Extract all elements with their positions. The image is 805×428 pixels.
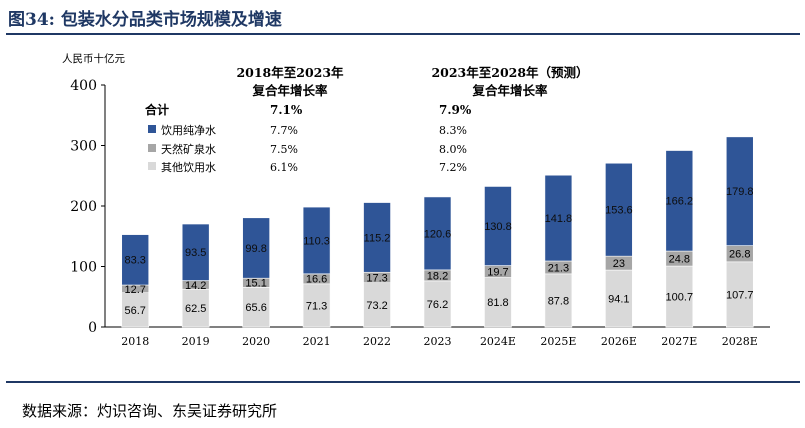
bar-segment <box>181 288 210 328</box>
x-tick-label: 2024E <box>480 335 516 348</box>
data-label: 76.2 <box>427 299 448 311</box>
data-label: 73.2 <box>366 300 387 312</box>
bar-segment <box>484 277 512 328</box>
data-label: 21.3 <box>548 262 569 274</box>
legend-label: 其他饮用水 <box>161 161 216 174</box>
bar-segment <box>544 273 573 328</box>
bar-segment <box>181 223 210 281</box>
data-label: 71.3 <box>306 300 327 312</box>
x-tick-label: 2020 <box>242 335 270 348</box>
bar-segment <box>725 261 754 328</box>
data-label: 14.2 <box>185 280 206 292</box>
cagr-header-1-line2: 复合年增长率 <box>251 83 328 98</box>
data-label: 141.8 <box>545 213 573 225</box>
data-label: 24.8 <box>669 253 690 265</box>
bar-segment <box>302 206 331 275</box>
legend-swatch <box>148 162 156 170</box>
stacked-bar-chart: 人民币十亿元 0 100 200 300 400 56.7 12.7 83.3 2018 62.5 1… <box>62 52 770 348</box>
bar-segment <box>484 186 512 266</box>
x-tick-label: 2028E <box>722 335 758 348</box>
bar-segment <box>423 280 452 328</box>
y-tick-label: 0 <box>88 320 97 336</box>
bar-segment <box>725 136 754 246</box>
x-tick-label: 2019 <box>182 335 210 348</box>
cagr-header-2-line2: 复合年增长率 <box>471 83 548 98</box>
cagr-value: 7.5% <box>270 143 298 156</box>
data-label: 26.8 <box>729 249 750 261</box>
data-label: 107.7 <box>726 289 754 301</box>
data-label: 110.3 <box>303 235 330 247</box>
cagr-value: 7.1% <box>270 103 303 117</box>
data-label: 153.6 <box>605 205 633 217</box>
x-tick-label: 2021 <box>303 335 331 348</box>
cagr-value: 8.3% <box>439 124 467 137</box>
data-label: 62.5 <box>185 303 206 315</box>
data-label: 17.3 <box>366 272 387 284</box>
data-label: 83.3 <box>125 255 146 267</box>
legend-label: 天然矿泉水 <box>161 142 216 156</box>
data-label: 81.8 <box>487 297 508 309</box>
y-tick-label: 400 <box>70 78 97 94</box>
data-label: 12.7 <box>125 284 146 296</box>
data-label: 87.8 <box>548 295 569 307</box>
source-note: 数据来源：灼识咨询、东吴证券研究所 <box>22 402 278 420</box>
bar-segment <box>605 162 633 257</box>
x-tick-label: 2025E <box>540 335 576 348</box>
x-tick-label: 2023 <box>424 335 452 348</box>
data-label: 179.8 <box>726 186 754 198</box>
bar-segment <box>121 292 150 328</box>
data-label: 93.5 <box>185 247 206 259</box>
cagr-value: 8.0% <box>439 143 467 156</box>
data-label: 16.6 <box>306 274 327 286</box>
x-tick-label: 2027E <box>661 335 697 348</box>
cagr-value: 6.1% <box>270 161 298 174</box>
source-divider <box>6 381 800 383</box>
cagr-value: 7.7% <box>270 124 298 137</box>
data-label: 166.2 <box>666 196 694 208</box>
bar-segment <box>242 287 270 328</box>
bar-segment <box>665 265 694 328</box>
x-tick-label: 2022 <box>363 335 391 348</box>
bar-segment <box>363 202 391 273</box>
data-label: 18.2 <box>427 270 448 282</box>
data-label: 99.8 <box>245 243 266 255</box>
data-label: 94.1 <box>608 293 629 305</box>
cagr-header-1-line1: 2018年至2023年 <box>236 65 344 80</box>
cagr-row-label: 合计 <box>145 102 169 117</box>
x-tick-label: 2026E <box>601 335 637 348</box>
cagr-value: 7.9% <box>439 103 472 117</box>
unit-label: 人民币十亿元 <box>62 52 125 65</box>
legend-swatch <box>148 144 156 152</box>
bar-segment <box>121 234 150 286</box>
cagr-header-2-line1: 2023年至2028年（预测） <box>431 65 588 80</box>
title-divider <box>6 33 800 35</box>
data-label: 100.7 <box>666 291 694 303</box>
data-label: 15.1 <box>245 278 266 290</box>
bar-segment <box>302 283 331 328</box>
bar-segment <box>242 217 270 279</box>
bar-segment <box>544 174 573 262</box>
bar-segment <box>665 150 694 252</box>
figure-title: 图34: 包装水分品类市场规模及增速 <box>8 10 282 30</box>
data-label: 120.6 <box>424 228 452 240</box>
legend-label: 饮用纯净水 <box>161 123 216 137</box>
data-label: 65.6 <box>245 302 266 314</box>
y-tick-label: 100 <box>70 260 97 276</box>
x-tick-label: 2018 <box>121 335 149 348</box>
legend-swatch <box>148 125 156 133</box>
data-label: 130.8 <box>484 221 512 233</box>
y-tick-label: 200 <box>70 199 97 215</box>
data-label: 115.2 <box>364 232 391 244</box>
bar-segment <box>423 196 452 271</box>
data-label: 23 <box>613 258 625 270</box>
data-label: 19.7 <box>487 266 508 278</box>
cagr-value: 7.2% <box>439 161 467 174</box>
data-label: 56.7 <box>125 305 146 317</box>
y-tick-label: 300 <box>70 139 97 155</box>
